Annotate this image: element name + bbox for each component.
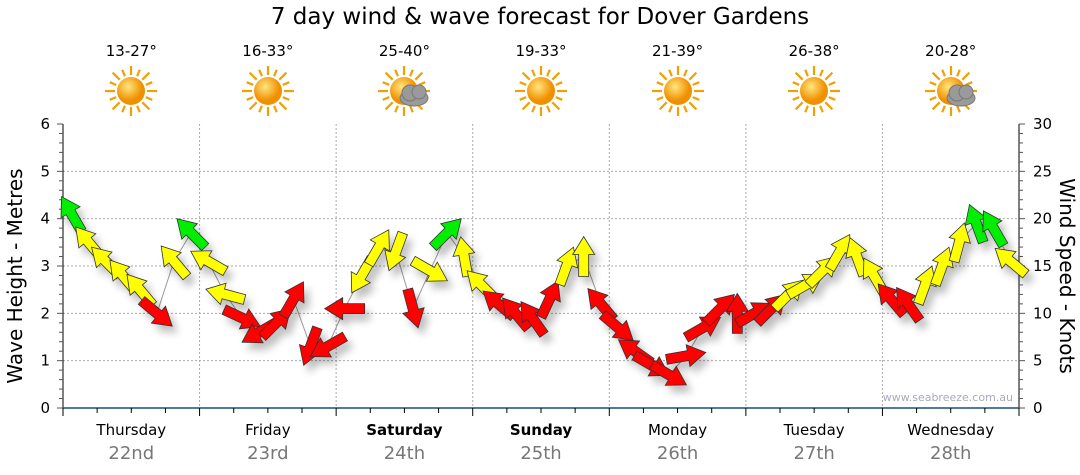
right-tick-label: 15 [1033,257,1052,275]
wind-arrow [598,310,634,341]
left-tick-label: 3 [40,257,50,275]
wind-arrow [648,359,688,386]
temperature-range: 19-33° [515,42,567,60]
temperature-range: 21-39° [652,42,704,60]
sunny-icon [651,66,704,116]
left-tick-label: 2 [40,304,50,322]
wind-arrow [126,273,158,309]
wind-arrow [948,222,971,264]
sunny-icon [105,66,158,116]
wind-arrow [278,281,305,320]
wind-arrow [452,236,476,278]
temperature-range: 16-33° [242,42,294,60]
wind-arrow [309,331,348,358]
day-weather: 20-28° [901,42,1001,116]
day-weather: 21-39° [628,42,728,116]
right-tick-label: 0 [1033,399,1043,417]
left-tick-label: 4 [40,210,50,228]
left-tick-label: 5 [40,162,50,180]
day-label: Friday [245,421,291,439]
day-weather: 19-33° [491,42,591,116]
partly-cloudy-icon [924,66,977,116]
wind-arrows [60,195,1030,386]
temperature-range: 13-27° [105,42,157,60]
wind-arrow [402,287,425,329]
wind-arrow [982,210,1009,249]
day-label: Monday [648,421,707,439]
temperature-range: 20-28° [925,42,977,60]
wind-arrow [428,218,462,252]
date-label: 24th [384,443,425,464]
right-tick-label: 25 [1033,162,1052,180]
wind-arrow [520,301,549,338]
wind-arrow [536,280,561,320]
right-tick-label: 20 [1033,210,1052,228]
wind-arrow [409,255,449,282]
day-weather: 26-38° [764,42,864,116]
wind-arrow [60,195,87,235]
day-label: Sunday [510,421,573,439]
date-label: 27th [793,443,834,464]
wind-arrow [384,230,408,272]
date-label: 28th [930,443,971,464]
wind-arrow [587,287,618,323]
day-label: Saturday [366,421,443,439]
wind-arrow [571,235,596,277]
date-label: 25th [520,443,561,464]
partly-cloudy-icon [378,66,431,116]
day-weather: 16-33° [218,42,318,116]
left-tick-label: 1 [40,352,50,370]
day-label: Thursday [95,421,166,439]
left-tick-label: 6 [40,115,50,133]
wind-arrow [363,229,390,268]
day-label: Wednesday [907,421,994,439]
wind-arrow [190,250,229,277]
wind-arrow [725,292,750,334]
right-tick-label: 10 [1033,304,1052,322]
wind-arrow [323,296,366,321]
wind-arrow [896,286,925,324]
right-tick-label: 30 [1033,115,1052,133]
date-label: 26th [657,443,698,464]
watermark: www.seabreeze.com.au [883,391,1013,404]
left-tick-label: 0 [40,399,50,417]
temperature-range: 26-38° [788,42,840,60]
wind-arrow [554,246,579,288]
wind-arrow [994,247,1030,279]
sunny-icon [515,66,567,116]
date-label: 22nd [108,443,154,464]
wind-arrow [665,344,707,368]
wind-arrow [176,218,210,252]
chart-title: 7 day wind & wave forecast for Dover Gar… [270,4,810,30]
wind-arrow [137,296,173,327]
sunny-icon [788,66,841,116]
date-label: 23rd [247,443,288,464]
wind-arrow [160,245,192,281]
day-weather: 13-27° [81,42,181,116]
y2-axis-label: Wind Speed - Knots [1055,178,1079,374]
day-weather: 25-40° [354,42,454,116]
wind-arrow [964,203,989,245]
day-label: Tuesday [783,421,845,439]
wind-arrow [205,282,247,306]
sunny-icon [241,66,294,116]
temperature-range: 25-40° [378,42,430,60]
right-tick-label: 5 [1033,352,1043,370]
y-axis-label: Wave Height - Metres [3,168,27,383]
